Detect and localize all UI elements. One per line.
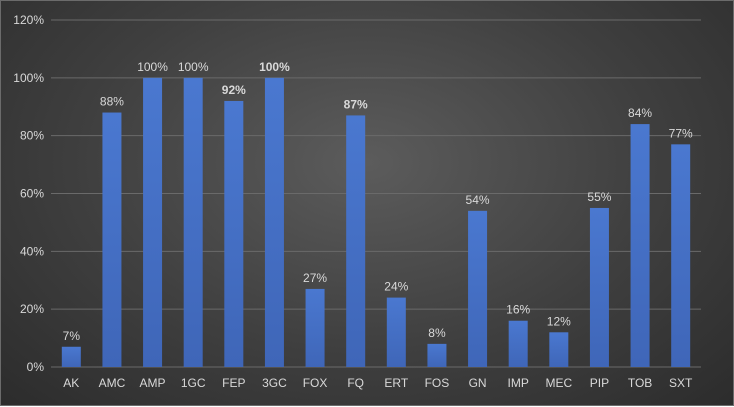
data-label: 87%	[344, 97, 368, 111]
bar-amc	[102, 112, 122, 368]
data-label: 100%	[259, 60, 290, 74]
data-label: 92%	[222, 83, 246, 97]
y-tick-label: 0%	[27, 360, 45, 374]
x-tick-label: SXT	[669, 376, 693, 390]
bar-fq	[346, 115, 366, 367]
data-label: 77%	[669, 126, 693, 140]
bars	[61, 77, 691, 368]
bar-3gc	[264, 77, 284, 367]
bar-ak	[61, 346, 81, 367]
y-tick-label: 100%	[13, 71, 44, 85]
x-tick-label: AMP	[140, 376, 166, 390]
bar-gn	[468, 210, 488, 367]
x-tick-label: AK	[63, 376, 79, 390]
data-label: 7%	[63, 329, 81, 343]
data-label: 16%	[506, 303, 530, 317]
data-label: 100%	[178, 60, 209, 74]
data-labels: 7% 88% 100% 100% 92% 100% 27% 87% 24% 8% 54% 16% 12%…	[63, 60, 693, 343]
bar-ert	[386, 297, 406, 367]
y-axis: 0% 20% 40% 60% 80% 100% 120%	[13, 13, 44, 374]
bar-1gc	[183, 77, 203, 367]
bar-fep	[224, 100, 244, 367]
x-tick-label: MEC	[545, 376, 572, 390]
data-label: 100%	[137, 60, 168, 74]
data-label: 88%	[100, 95, 124, 109]
bar-fos	[427, 343, 447, 367]
bar-imp	[508, 320, 528, 367]
data-label: 84%	[628, 106, 652, 120]
x-tick-label: FEP	[222, 376, 245, 390]
y-tick-label: 20%	[20, 302, 44, 316]
data-label: 27%	[303, 271, 327, 285]
x-tick-label: GN	[469, 376, 487, 390]
bar-sxt	[671, 144, 691, 367]
data-label: 12%	[547, 314, 571, 328]
x-tick-label: IMP	[508, 376, 529, 390]
y-tick-label: 40%	[20, 244, 44, 258]
data-label: 54%	[466, 193, 490, 207]
x-tick-label: 3GC	[262, 376, 287, 390]
data-label: 8%	[428, 326, 446, 340]
bar-amp	[143, 77, 163, 367]
y-tick-label: 120%	[13, 13, 44, 27]
bar-mec	[549, 332, 569, 367]
x-axis: AK AMC AMP 1GC FEP 3GC FOX FQ ERT FOS GN IMP MEC PIP T…	[63, 376, 693, 390]
x-tick-label: PIP	[590, 376, 609, 390]
bar-pip	[589, 207, 609, 367]
bar-tob	[630, 124, 650, 367]
x-tick-label: FOX	[303, 376, 328, 390]
data-label: 55%	[587, 190, 611, 204]
y-tick-label: 60%	[20, 187, 44, 201]
x-tick-label: AMC	[99, 376, 126, 390]
data-label: 24%	[384, 280, 408, 294]
bar-fox	[305, 288, 325, 367]
y-tick-label: 80%	[20, 129, 44, 143]
x-tick-label: ERT	[384, 376, 408, 390]
x-tick-label: FQ	[347, 376, 364, 390]
x-tick-label: FOS	[425, 376, 450, 390]
x-tick-label: 1GC	[181, 376, 206, 390]
x-tick-label: TOB	[628, 376, 652, 390]
